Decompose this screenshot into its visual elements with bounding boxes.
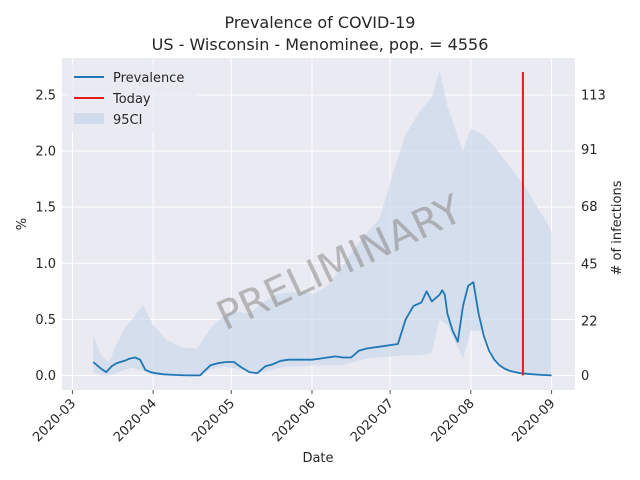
y-axis-label: % <box>15 218 30 230</box>
x-tick-label: 2020-05 <box>189 396 238 445</box>
y2-tick-label: 91 <box>581 143 598 158</box>
legend-ci-swatch <box>74 113 104 124</box>
chart-subtitle: US - Wisconsin - Menominee, pop. = 4556 <box>152 35 489 54</box>
x-tick-label: 2020-09 <box>509 396 558 445</box>
y2-axis-ticks: 0 22 45 68 91 113 <box>581 89 606 384</box>
x-tick-label: 2020-06 <box>270 396 319 445</box>
y-axis-ticks: 0.0 0.5 1.0 1.5 2.0 2.5 <box>35 89 56 384</box>
title-group: Prevalence of COVID-19 US - Wisconsin - … <box>152 13 489 54</box>
y2-tick-label: 68 <box>581 200 598 215</box>
legend-ci-label: 95CI <box>113 113 142 128</box>
x-tick-label: 2020-07 <box>348 396 397 445</box>
x-tick-label: 2020-04 <box>111 396 160 445</box>
prevalence-line-layer <box>92 281 552 377</box>
y-tick-label: 2.5 <box>35 89 56 104</box>
y2-tick-label: 0 <box>581 369 589 384</box>
y2-tick-label: 22 <box>581 314 598 329</box>
y2-tick-label: 113 <box>581 89 606 104</box>
y-tick-label: 2.0 <box>35 145 56 160</box>
x-tick-label: 2020-08 <box>429 396 478 445</box>
prevalence-line <box>92 281 552 377</box>
ci-band-layer <box>93 70 552 376</box>
legend-prevalence-label: Prevalence <box>113 71 184 86</box>
y-tick-label: 0.5 <box>35 313 56 328</box>
y2-tick-label: 45 <box>581 257 598 272</box>
y2-axis-label: # of infections <box>610 180 625 275</box>
y-tick-label: 1.0 <box>35 257 56 272</box>
y-tick-label: 0.0 <box>35 369 56 384</box>
y-tick-label: 1.5 <box>35 201 56 216</box>
x-tick-label: 2020-03 <box>30 396 79 445</box>
legend: Prevalence Today 95CI <box>66 64 198 132</box>
x-axis-label: Date <box>302 451 333 466</box>
legend-today-label: Today <box>112 92 151 107</box>
chart-title: Prevalence of COVID-19 <box>225 13 416 32</box>
ci-band <box>93 70 552 376</box>
x-axis-ticks: 2020-03 2020-04 2020-05 2020-06 2020-07 2020-… <box>30 390 558 445</box>
